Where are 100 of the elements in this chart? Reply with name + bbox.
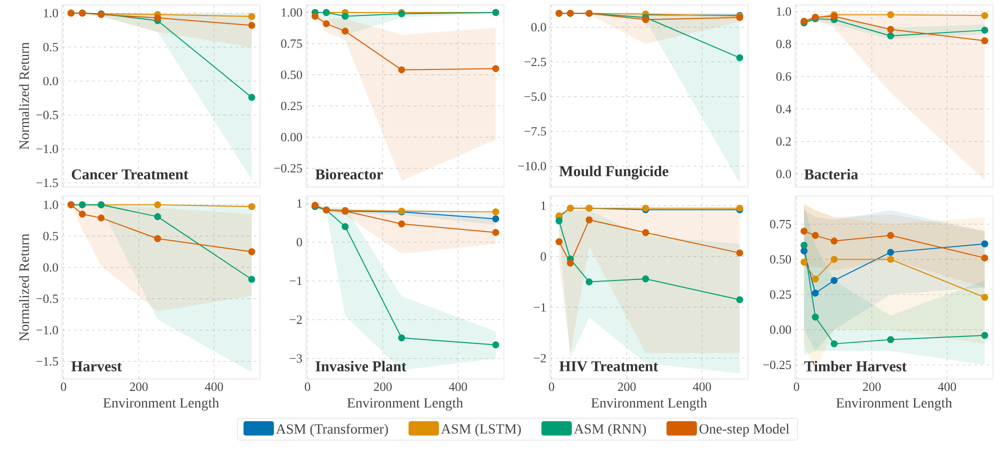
point xyxy=(981,240,988,248)
point xyxy=(492,215,500,222)
point xyxy=(800,228,808,235)
point xyxy=(812,314,819,321)
x-tick-label: 200 xyxy=(374,382,392,391)
x-axis-title: Environment Length xyxy=(591,398,707,411)
y-tick-label: 0.5 xyxy=(43,232,58,240)
point xyxy=(800,247,808,254)
point xyxy=(981,26,988,34)
legend-label: ASM (RNN) xyxy=(574,424,646,436)
point xyxy=(830,238,838,245)
y-tick-label: −7.5 xyxy=(524,127,546,136)
x-tick-label: 400 xyxy=(938,382,956,391)
y-tick-label: −1.5 xyxy=(36,178,58,188)
x-tick-label: 0 xyxy=(304,382,310,391)
point xyxy=(736,249,744,256)
point xyxy=(566,260,574,267)
y-tick-label: 0.75 xyxy=(770,220,791,228)
point xyxy=(248,94,256,101)
x-axis-title: Environment Length xyxy=(347,398,463,411)
point xyxy=(830,276,838,284)
point xyxy=(342,223,349,230)
y-tick-label: 0.25 xyxy=(281,102,302,110)
y-tick-label: −5.0 xyxy=(524,92,546,101)
point xyxy=(887,232,894,239)
legend-label: ASM (LSTM) xyxy=(441,424,521,436)
y-tick-label: −3 xyxy=(290,354,302,363)
y-tick-label: 0.6 xyxy=(776,72,792,81)
text: Harvest xyxy=(71,361,122,372)
point xyxy=(98,214,105,222)
point xyxy=(981,332,988,339)
y-tick-label: −0.25 xyxy=(763,360,791,370)
y-tick-label: −0.5 xyxy=(36,294,58,304)
y-tick-label: −10.0 xyxy=(518,162,546,170)
y-tick-label: −2 xyxy=(534,354,546,362)
y-tick-label: −0.25 xyxy=(274,164,302,173)
point xyxy=(248,248,256,256)
point xyxy=(887,256,894,263)
x-tick-label: 200 xyxy=(862,382,881,391)
y-tick-label: 1 xyxy=(541,202,546,210)
legend-label: ASM (Transformer) xyxy=(276,424,388,437)
y-tick-label: 0 xyxy=(540,252,546,261)
y-tick-label: −1.5 xyxy=(36,357,58,366)
x-tick-label: 400 xyxy=(204,382,223,391)
point xyxy=(887,336,894,344)
point xyxy=(586,278,593,286)
point xyxy=(830,340,838,348)
y-tick-label: 1.0 xyxy=(776,7,792,16)
y-tick-label: 0.25 xyxy=(770,290,791,299)
text: Invasive Plant xyxy=(316,360,406,372)
point xyxy=(398,220,406,228)
x-tick-label: 0 xyxy=(60,382,66,391)
point xyxy=(736,54,744,62)
point xyxy=(812,290,819,297)
point xyxy=(887,32,894,40)
y-tick-label: −1.0 xyxy=(36,144,58,154)
point xyxy=(492,208,500,216)
point xyxy=(556,238,563,246)
y-tick-label: −1 xyxy=(290,276,302,286)
text: Timber Harvest xyxy=(804,360,907,372)
y-tick-label: 0.50 xyxy=(770,255,792,264)
y-tick-label: 0.0 xyxy=(531,22,546,32)
x-tick-label: 0 xyxy=(548,382,554,391)
point xyxy=(812,276,819,283)
y-axis-title: Normalized Return xyxy=(19,42,29,150)
y-tick-label: 0.75 xyxy=(281,39,302,48)
point xyxy=(642,229,650,236)
y-tick-label: 1.0 xyxy=(44,8,58,18)
point xyxy=(642,16,650,24)
y-tick-label: 0.0 xyxy=(43,263,58,272)
y-tick-label: 0 xyxy=(296,238,302,246)
y-tick-label: −1 xyxy=(534,303,546,312)
point xyxy=(342,12,349,20)
point xyxy=(492,228,500,236)
y-tick-label: −1.0 xyxy=(36,326,58,334)
text: Bioreactor xyxy=(315,168,383,180)
y-tick-label: 0.2 xyxy=(776,137,791,146)
y-tick-label: 1.0 xyxy=(44,200,58,210)
x-tick-label: 0 xyxy=(794,382,800,391)
x-axis-title: Environment Length xyxy=(103,398,219,411)
y-tick-label: 0.00 xyxy=(770,325,792,334)
point xyxy=(642,275,650,282)
y-tick-label: 0.00 xyxy=(281,132,302,142)
point xyxy=(887,26,894,33)
text: Mould Fungicide xyxy=(559,166,668,180)
point xyxy=(492,65,500,72)
y-tick-label: 1.00 xyxy=(282,8,302,17)
y-tick-label: 0.0 xyxy=(43,76,58,86)
point xyxy=(981,12,988,20)
point xyxy=(248,203,256,210)
point xyxy=(981,254,988,262)
point xyxy=(887,248,894,256)
point xyxy=(312,12,319,20)
point xyxy=(981,294,988,301)
point xyxy=(398,66,406,74)
x-tick-label: 400 xyxy=(448,382,467,391)
point xyxy=(812,232,819,239)
x-tick-label: 200 xyxy=(130,382,148,391)
y-tick-label: 1 xyxy=(297,199,302,208)
y-tick-label: 0.5 xyxy=(43,42,58,52)
